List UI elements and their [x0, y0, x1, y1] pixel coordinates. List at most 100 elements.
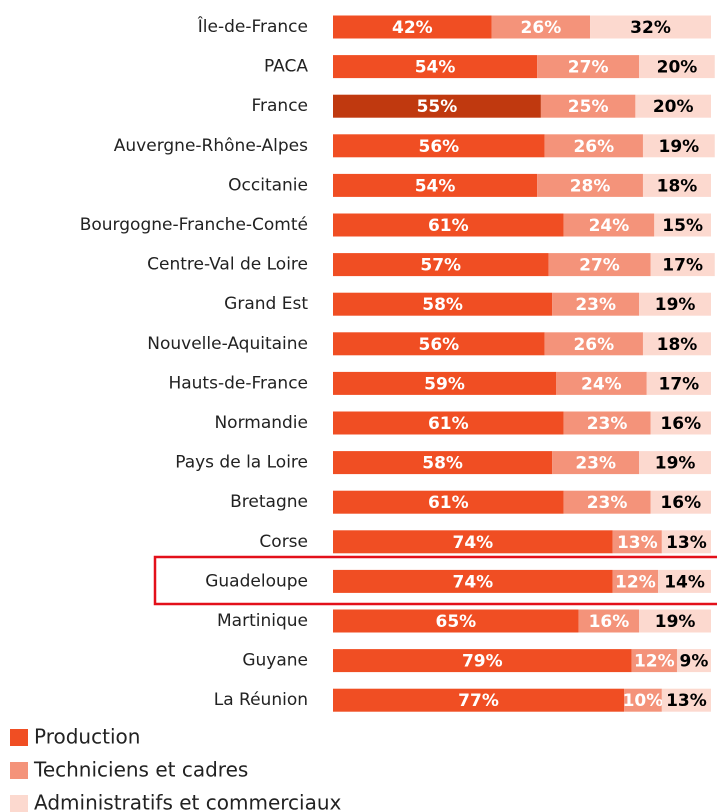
bar-segment	[590, 15, 711, 39]
legend-swatch	[10, 795, 28, 812]
bar-segment	[333, 292, 553, 316]
value-label: 17%	[662, 256, 703, 276]
bar-segment	[544, 134, 643, 158]
bar-segment	[333, 451, 553, 475]
bar-segment	[537, 55, 640, 79]
legend-label: Techniciens et cadres	[33, 758, 248, 782]
value-label: 27%	[568, 58, 609, 78]
bar-segment	[624, 688, 662, 712]
bar-segment	[578, 609, 640, 633]
value-label: 58%	[422, 295, 463, 315]
bar-segment	[333, 173, 538, 197]
bar-segment	[650, 490, 711, 514]
value-label: 17%	[659, 374, 700, 394]
value-label: 28%	[570, 176, 611, 196]
bar-segment	[642, 134, 715, 158]
value-label: 19%	[655, 612, 696, 632]
value-label: 23%	[587, 493, 628, 513]
bar-segment	[563, 213, 655, 237]
category-label: Auvergne-Rhône-Alpes	[114, 136, 308, 156]
value-label: 77%	[458, 691, 499, 711]
value-label: 16%	[589, 612, 630, 632]
value-label: 26%	[521, 18, 562, 38]
bar-segment	[642, 173, 711, 197]
value-label: 24%	[581, 374, 622, 394]
bar-segment	[639, 609, 711, 633]
value-label: 9%	[680, 652, 709, 672]
value-label: 16%	[660, 414, 701, 434]
bar-segment	[333, 371, 557, 395]
highlight-box	[153, 555, 717, 606]
category-label: Normandie	[214, 413, 308, 433]
bar-segment	[333, 253, 549, 277]
bar-segment	[537, 173, 643, 197]
value-label: 12%	[615, 572, 656, 592]
category-label: Grand Est	[224, 294, 308, 314]
value-label: 57%	[420, 256, 461, 276]
bar-segment	[333, 55, 538, 79]
value-label: 55%	[417, 97, 458, 117]
bar-segment	[552, 451, 640, 475]
value-label: 26%	[573, 137, 614, 157]
value-label: 32%	[630, 18, 671, 38]
value-label: 56%	[418, 137, 459, 157]
value-label: 56%	[418, 335, 459, 355]
value-label: 27%	[579, 256, 620, 276]
value-label: 12%	[634, 652, 675, 672]
value-label: 65%	[435, 612, 476, 632]
category-label: Bretagne	[230, 492, 308, 512]
value-label: 19%	[655, 454, 696, 474]
bar-segment	[333, 94, 541, 118]
value-label: 74%	[453, 572, 494, 592]
value-label: 15%	[662, 216, 703, 236]
value-label: 18%	[657, 335, 698, 355]
bar-segment	[548, 253, 651, 277]
category-label: Corse	[259, 532, 308, 552]
bar-segment	[333, 134, 545, 158]
value-label: 13%	[666, 533, 707, 553]
value-label: 79%	[462, 652, 503, 672]
bar-segment	[333, 609, 579, 633]
value-label: 61%	[428, 414, 469, 434]
category-label: Île-de-France	[197, 15, 308, 37]
bar-segment	[639, 55, 715, 79]
value-label: 19%	[655, 295, 696, 315]
bar-segment	[661, 688, 711, 712]
bar-segment	[661, 530, 711, 554]
value-label: 25%	[568, 97, 609, 117]
value-label: 61%	[428, 493, 469, 513]
bar-segment	[650, 411, 711, 435]
bar-segment	[333, 530, 613, 554]
value-label: 74%	[453, 533, 494, 553]
bar-segment	[650, 253, 715, 277]
value-label: 10%	[623, 691, 664, 711]
value-label: 20%	[653, 97, 694, 117]
bar-segment	[333, 490, 564, 514]
category-label: Nouvelle-Aquitaine	[147, 334, 308, 354]
bar-segment	[563, 490, 651, 514]
value-label: 23%	[575, 454, 616, 474]
bar-segment	[631, 649, 677, 673]
bar-segment	[333, 411, 564, 435]
value-label: 24%	[589, 216, 630, 236]
value-label: 23%	[587, 414, 628, 434]
category-label: La Réunion	[214, 690, 308, 710]
legend-label: Administratifs et commerciaux	[34, 791, 342, 812]
value-label: 54%	[415, 58, 456, 78]
bar-segment	[544, 332, 643, 356]
category-label: PACA	[264, 57, 308, 77]
bar-segment	[563, 411, 651, 435]
legend-swatch	[10, 729, 28, 746]
value-label: 13%	[617, 533, 658, 553]
bar-segment	[642, 332, 711, 356]
value-label: 14%	[664, 572, 705, 592]
value-label: 18%	[657, 176, 698, 196]
category-label: Occitanie	[228, 175, 308, 195]
bar-segment	[540, 94, 636, 118]
value-label: 16%	[660, 493, 701, 513]
bar-segment	[646, 371, 711, 395]
bar-segment	[491, 15, 591, 39]
bar-segment	[639, 451, 711, 475]
bar-segment	[333, 649, 632, 673]
